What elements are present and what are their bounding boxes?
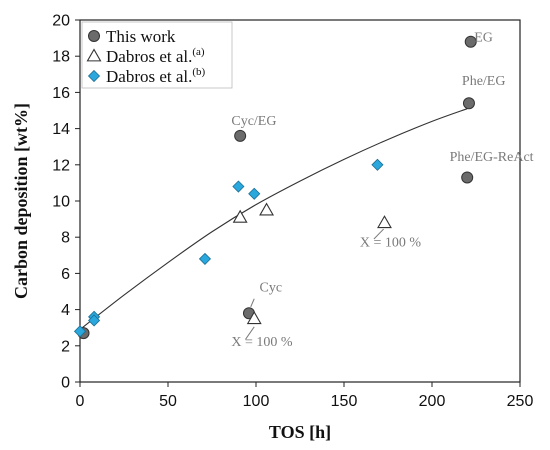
annotation-pointer [245, 326, 255, 340]
legend-marker-circle [88, 30, 100, 42]
annotation-pointer [250, 298, 255, 308]
y-tick-label: 12 [52, 157, 70, 174]
legend-label-text: Dabros et al. [106, 67, 192, 86]
legend-label-text: Dabros et al. [106, 47, 192, 66]
data-point-circle [464, 35, 477, 48]
y-tick-label: 18 [52, 49, 70, 66]
axes-group: 0 50 100 150 200 250 0 2 4 6 8 10 12 14 16 18 20 [52, 13, 533, 411]
annotation-pointer [373, 228, 384, 240]
data-point-diamond [232, 180, 245, 193]
data-point-circle [462, 97, 475, 110]
legend-label: This work [106, 27, 176, 46]
legend-label: Dabros et al.(b) [106, 66, 206, 86]
data-point-triangle-open [232, 209, 248, 223]
annotation-label: Cyc/EG [231, 114, 276, 129]
annotation-label: X = 100 % [231, 335, 293, 350]
y-tick-label: 6 [61, 266, 70, 283]
data-point-triangle-open [246, 311, 262, 325]
legend-marker-triangle-open [86, 48, 102, 62]
data-point-circle [234, 129, 247, 142]
data-point-diamond [198, 252, 212, 265]
annotations-group: EG Phe/EG Phe/EG-ReAct Cyc/EG Cyc X = 100 % X … [231, 31, 533, 350]
legend-label-superscript: (a) [192, 46, 205, 58]
data-point-diamond [371, 158, 384, 171]
x-tick-label: 0 [76, 393, 85, 410]
y-tick-label: 8 [61, 230, 70, 247]
data-point-diamond [73, 325, 87, 338]
legend-box [81, 21, 233, 89]
annotation-label: Phe/EG [462, 74, 506, 89]
trendline-group [79, 108, 468, 330]
legend-label-text: This work [106, 27, 176, 46]
y-tick-label: 14 [52, 121, 70, 138]
data-point-diamond [88, 314, 101, 327]
data-point-triangle-open [259, 202, 275, 216]
x-tick-label: 50 [159, 393, 177, 410]
y-tick-label: 0 [61, 375, 70, 392]
x-tick-label: 200 [419, 393, 446, 410]
x-tick-label: 250 [507, 393, 534, 410]
y-tick-label: 2 [61, 338, 70, 355]
x-tick-label: 150 [331, 393, 358, 410]
y-tick-label: 10 [52, 194, 70, 211]
y-tick-label: 4 [61, 302, 70, 319]
x-axis-title: TOS [h] [269, 422, 331, 442]
series-group [73, 35, 477, 340]
data-point-circle [461, 171, 474, 184]
annotation-label: Phe/EG-ReAct [450, 150, 534, 165]
annotation-label: Cyc [260, 281, 283, 296]
legend-label: Dabros et al.(a) [106, 46, 205, 66]
y-tick-label: 20 [52, 13, 70, 30]
legend-marker-diamond [87, 69, 101, 83]
annotation-label: X = 100 % [360, 235, 422, 250]
x-tick-label: 100 [243, 393, 270, 410]
y-tick-label: 16 [52, 85, 70, 102]
y-axis-title: Carbon deposition [wt%] [11, 103, 31, 299]
legend-label-superscript: (b) [192, 66, 205, 78]
trendline [79, 108, 468, 330]
annotation-label: EG [474, 31, 493, 46]
data-point-triangle-open [377, 215, 392, 229]
data-point-diamond [248, 187, 261, 200]
